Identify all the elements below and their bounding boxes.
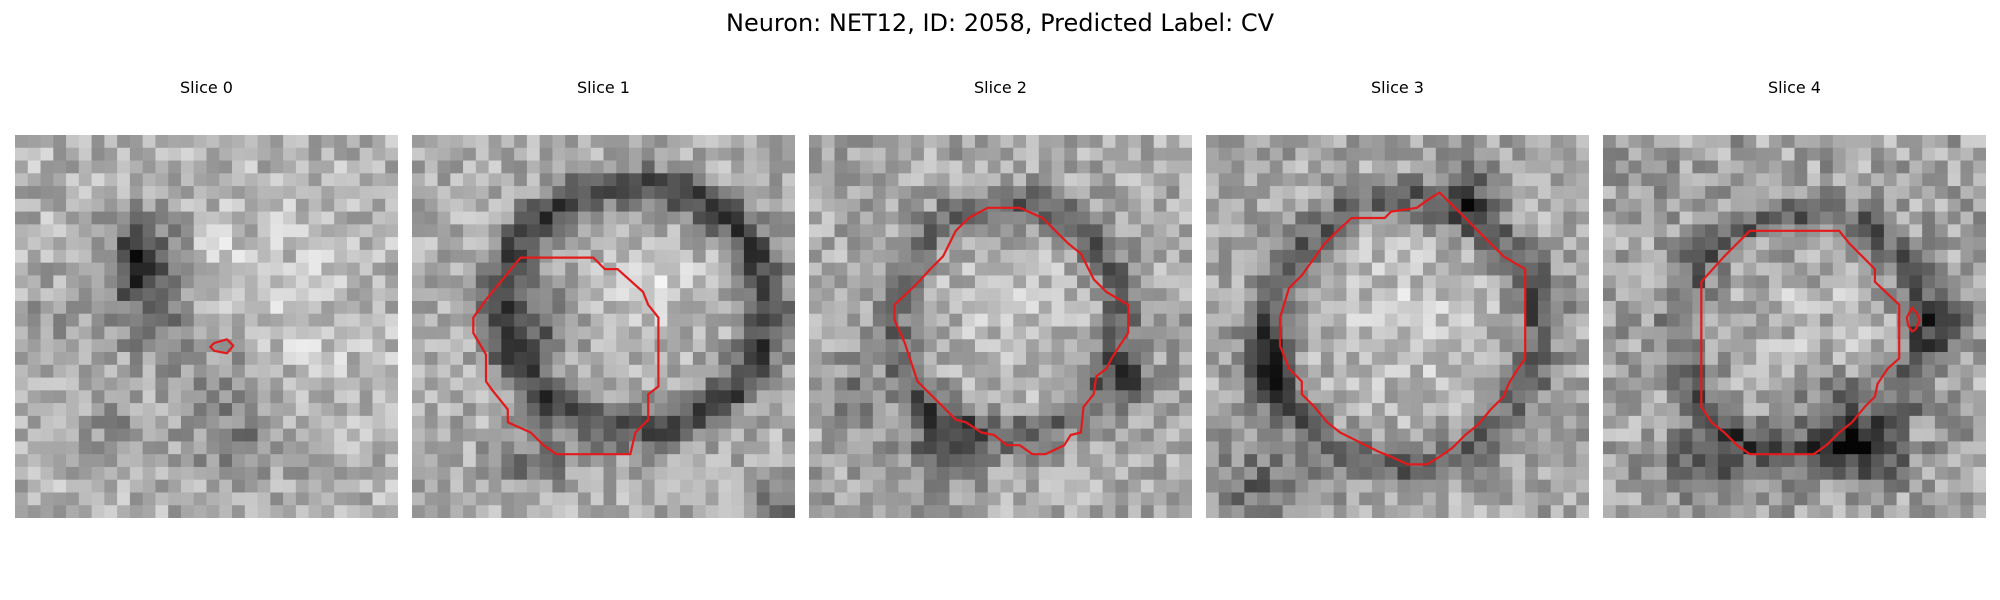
segmentation-contour (1278, 191, 1527, 466)
slice-title: Slice 2 (974, 78, 1027, 97)
slice-image (809, 135, 1192, 518)
segmentation-contour (1905, 306, 1921, 333)
slice-title: Slice 3 (1371, 78, 1424, 97)
slice-title: Slice 1 (577, 78, 630, 97)
figure-title: Neuron: NET12, ID: 2058, Predicted Label… (726, 9, 1274, 37)
slice-image (15, 135, 398, 518)
slice-title: Slice 0 (180, 78, 233, 97)
slice-image (412, 135, 795, 518)
segmentation-contour (1700, 229, 1901, 456)
segmentation-contour (893, 206, 1130, 456)
segmentation-contour (209, 338, 235, 355)
slice-image (1603, 135, 1986, 518)
slice-image (1206, 135, 1589, 518)
segmentation-contour (472, 256, 660, 456)
slice-title: Slice 4 (1768, 78, 1821, 97)
